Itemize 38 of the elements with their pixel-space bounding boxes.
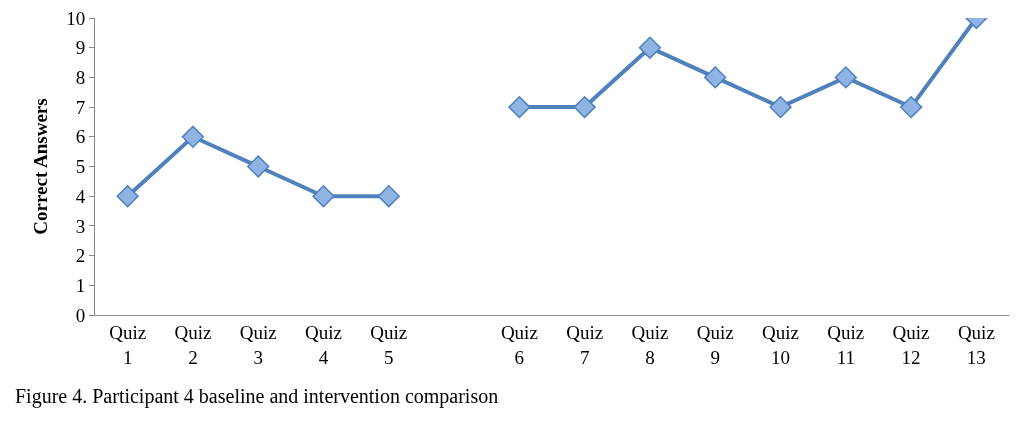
x-tick-label: Quiz 8 [631,321,669,368]
y-tick-label: 1 [75,274,86,296]
x-tick-label: Quiz 2 [174,321,212,368]
point [312,185,335,208]
y-tick-label: 7 [75,96,86,118]
point [769,95,792,119]
y-tick-label: 8 [75,67,86,89]
x-tick-label: Quiz 10 [762,321,799,368]
x-tick-label: Quiz 5 [370,321,408,368]
x-tick-label: Quiz 6 [500,321,538,368]
point [508,95,531,119]
y-tick-label: 3 [75,215,86,237]
x-tick-label: Quiz 9 [696,321,734,368]
x-tick-label: Quiz 7 [566,321,604,368]
point [638,36,662,59]
y-tick-label: 6 [75,126,86,148]
x-tick-label: Quiz 13 [957,321,995,368]
point [181,125,205,148]
x-tick-label: Quiz 1 [109,321,147,368]
x-tick-label: Quiz 11 [827,321,865,368]
x-tick-label: Quiz 4 [305,321,342,368]
y-tick-label: 2 [75,245,86,267]
point [247,155,270,178]
point [573,95,596,119]
point [704,66,727,89]
y-tick-label: 5 [75,156,86,178]
x-tick-label: Quiz 12 [892,321,930,368]
point [899,95,923,119]
y-tick-label: 4 [75,185,86,207]
y-tick-label: 9 [75,37,86,59]
caption: Figure 4. Participant 4 baseline and intervention comparison [15,385,499,408]
point [377,185,400,208]
point [116,185,139,208]
y-axis-title: Correct Answers [30,98,51,235]
point [834,66,857,89]
y-tick-label: 10 [66,7,86,29]
y-tick-label: 0 [75,304,86,326]
x-tick-label: Quiz 3 [239,321,277,368]
